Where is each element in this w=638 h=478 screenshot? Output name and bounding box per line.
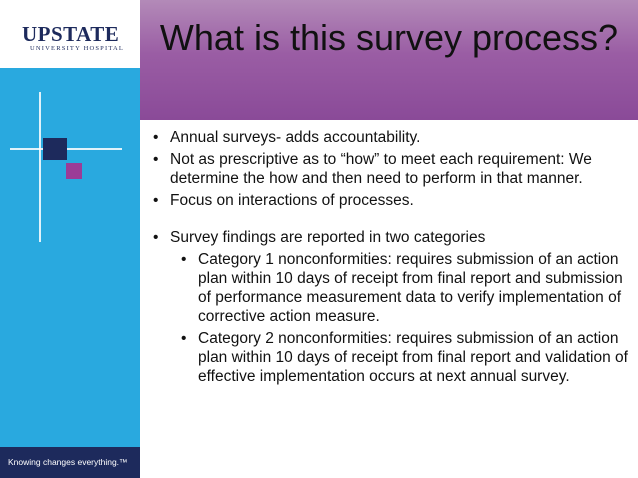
decorative-navy-square (43, 138, 67, 160)
logo-wordmark: UPSTATE (22, 22, 120, 46)
bullet-item: Focus on interactions of processes. (150, 191, 628, 210)
tagline-text: Knowing changes everything.™ (8, 457, 128, 467)
sub-bullet-item: Category 2 nonconformities: requires sub… (178, 329, 628, 386)
title-band: What is this survey process? (140, 0, 638, 120)
tagline-bar: Knowing changes everything.™ (0, 447, 140, 478)
logo-subtitle: UNIVERSITY HOSPITAL (30, 45, 125, 52)
bullet-item: Survey findings are reported in two cate… (150, 228, 628, 247)
decorative-vertical-line (39, 92, 41, 242)
logo: UPSTATE UNIVERSITY HOSPITAL (0, 0, 140, 68)
bullet-item: Not as prescriptive as to “how” to meet … (150, 150, 628, 188)
bullet-item: Annual surveys- adds accountability. (150, 128, 628, 147)
slide-content: Annual surveys- adds accountability. Not… (150, 128, 628, 389)
slide-title: What is this survey process? (159, 17, 619, 58)
sub-bullet-item: Category 1 nonconformities: requires sub… (178, 250, 628, 326)
decorative-purple-square (66, 163, 82, 179)
brand-sidebar: UPSTATE UNIVERSITY HOSPITAL Knowing chan… (0, 0, 140, 478)
